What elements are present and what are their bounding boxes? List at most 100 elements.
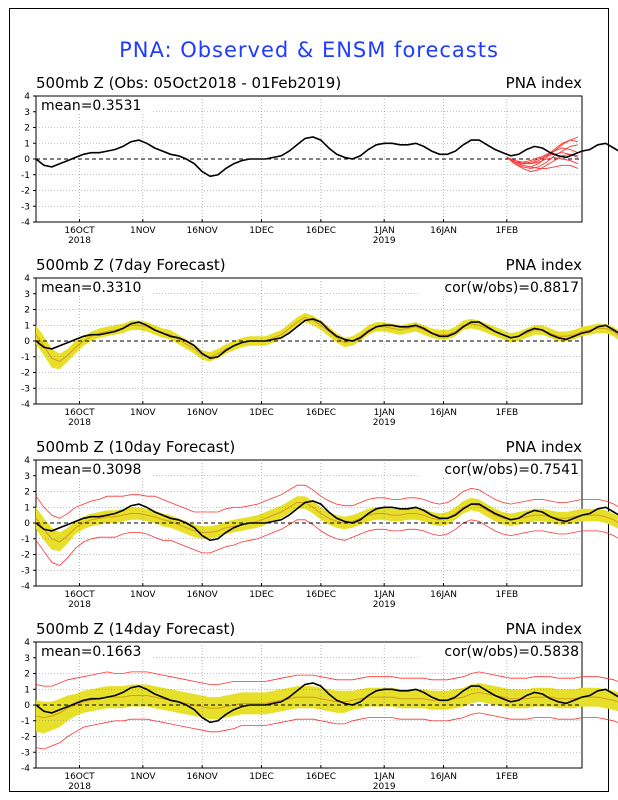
- stat-label: mean=0.3531: [41, 98, 141, 114]
- y-tick-label: 1: [24, 321, 30, 331]
- y-tick-label: -1: [21, 535, 30, 545]
- ensemble-mean-line: [35, 316, 618, 363]
- ensemble-spread-band: [36, 496, 618, 552]
- observed-line: [35, 136, 618, 178]
- x-tick-label: 16NOV: [187, 408, 219, 418]
- y-tick-label: 2: [24, 670, 30, 680]
- x-tick-label: 1FEB: [495, 590, 518, 600]
- x-tick-year-label: 2018: [68, 600, 91, 610]
- x-tick-label: 1DEC: [249, 772, 274, 782]
- x-tick-year-label: 2019: [373, 600, 396, 610]
- x-tick-label: 16DEC: [306, 590, 336, 600]
- y-tick-label: 4: [24, 638, 30, 648]
- y-tick-label: -1: [21, 353, 30, 363]
- panel-14day-forecast: 500mb Z (14day Forecast) PNA index 4 3 2 1 0 -1…: [21, 620, 618, 792]
- y-tick-label: -3: [21, 566, 30, 576]
- y-tick-label: -2: [21, 733, 30, 743]
- panel-10day-forecast: 500mb Z (10day Forecast) PNA index 4 3 2 1 0 -1…: [21, 438, 618, 610]
- y-tick-label: -4: [21, 400, 30, 410]
- x-tick-label: 16OCT: [64, 590, 95, 600]
- x-tick-label: 16OCT: [64, 772, 95, 782]
- x-tick-label: 16DEC: [306, 226, 336, 236]
- x-tick-label: 16DEC: [306, 408, 336, 418]
- y-tick-label: 3: [24, 290, 30, 300]
- panel-title: 500mb Z (7day Forecast): [36, 256, 226, 274]
- ensemble-member-line: [506, 139, 579, 165]
- x-tick-label: 1DEC: [249, 408, 274, 418]
- cor-label: cor(w/obs)=0.7541: [444, 462, 579, 478]
- x-tick-year-label: 2018: [68, 418, 91, 428]
- x-tick-label: 1NOV: [130, 408, 156, 418]
- stat-label: mean=0.1663: [41, 644, 141, 660]
- y-tick-label: 3: [24, 654, 30, 664]
- stat-label-background: [39, 98, 151, 113]
- stat-label-background: [39, 462, 151, 477]
- y-tick-label: 4: [24, 274, 30, 284]
- x-tick-label: 16NOV: [187, 590, 219, 600]
- y-tick-label: -1: [21, 171, 30, 181]
- x-tick-label: 1JAN: [374, 772, 395, 782]
- panel-title: 500mb Z (14day Forecast): [36, 620, 235, 638]
- index-label: PNA index: [506, 256, 582, 274]
- x-tick-label: 1JAN: [374, 590, 395, 600]
- ensemble-spread-band: [36, 683, 618, 734]
- y-tick-label: 1: [24, 685, 30, 695]
- x-tick-label: 16JAN: [430, 590, 457, 600]
- y-tick-label: 3: [24, 472, 30, 482]
- y-tick-label: -4: [21, 582, 30, 592]
- y-tick-label: 4: [24, 92, 30, 102]
- y-tick-label: -1: [21, 717, 30, 727]
- y-tick-label: 0: [24, 337, 30, 347]
- x-tick-label: 16OCT: [64, 226, 95, 236]
- x-tick-label: 16NOV: [187, 226, 219, 236]
- y-tick-label: 1: [24, 503, 30, 513]
- y-tick-label: -2: [21, 369, 30, 379]
- panel-title: 500mb Z (Obs: 05Oct2018 - 01Feb2019): [36, 74, 341, 92]
- x-tick-label: 1NOV: [130, 772, 156, 782]
- stat-label-background: [39, 644, 151, 659]
- stat-label-background: [39, 280, 151, 295]
- y-tick-label: 0: [24, 155, 30, 165]
- stat-label: mean=0.3098: [41, 462, 141, 478]
- y-tick-label: 0: [24, 519, 30, 529]
- index-label: PNA index: [506, 74, 582, 92]
- y-tick-label: -3: [21, 202, 30, 212]
- observed-line: [35, 500, 618, 542]
- stat-label: mean=0.3310: [41, 280, 141, 296]
- figure-frame: [9, 8, 609, 792]
- ensemble-upper-bound: [35, 484, 618, 519]
- x-tick-year-label: 2019: [373, 418, 396, 428]
- observed-line: [35, 682, 618, 724]
- cor-label-background: [420, 280, 579, 295]
- ensemble-member-line: [506, 156, 579, 165]
- x-tick-year-label: 2018: [68, 782, 91, 792]
- x-tick-label: 1FEB: [495, 408, 518, 418]
- ensemble-upper-bound: [35, 671, 618, 687]
- y-tick-label: 3: [24, 108, 30, 118]
- x-tick-year-label: 2018: [68, 236, 91, 246]
- panel-observed: 500mb Z (Obs: 05Oct2018 - 01Feb2019) PNA …: [21, 74, 618, 246]
- ensemble-member-line: [506, 157, 579, 169]
- x-tick-label: 16NOV: [187, 772, 219, 782]
- x-tick-label: 16OCT: [64, 408, 95, 418]
- x-tick-year-label: 2019: [373, 236, 396, 246]
- y-tick-label: -2: [21, 187, 30, 197]
- ensemble-mean-line: [35, 691, 618, 719]
- y-tick-label: -4: [21, 764, 30, 774]
- y-tick-label: 0: [24, 701, 30, 711]
- y-tick-label: -4: [21, 218, 30, 228]
- x-tick-label: 1NOV: [130, 226, 156, 236]
- observed-line: [35, 318, 618, 360]
- y-tick-label: 2: [24, 488, 30, 498]
- x-tick-label: 1JAN: [374, 408, 395, 418]
- x-tick-label: 16DEC: [306, 772, 336, 782]
- x-tick-label: 16JAN: [430, 772, 457, 782]
- panel-7day-forecast: 500mb Z (7day Forecast) PNA index 4 3 2 1 0 -1 -…: [21, 256, 618, 428]
- index-label: PNA index: [506, 438, 582, 456]
- figure-title: PNA: Observed & ENSM forecasts: [119, 38, 499, 62]
- x-tick-label: 1FEB: [495, 772, 518, 782]
- x-tick-year-label: 2019: [373, 782, 396, 792]
- y-tick-label: -3: [21, 384, 30, 394]
- cor-label: cor(w/obs)=0.5838: [444, 644, 579, 660]
- x-tick-label: 1JAN: [374, 226, 395, 236]
